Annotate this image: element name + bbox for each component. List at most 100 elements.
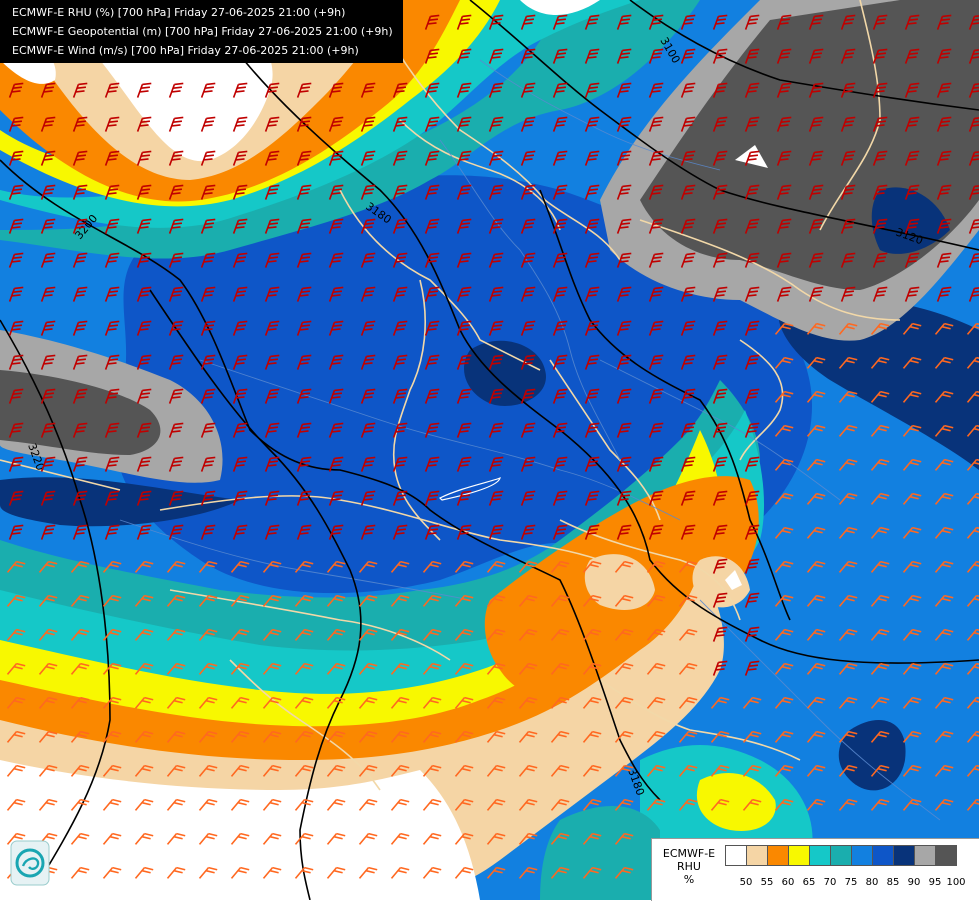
wind-barb: [552, 48, 568, 64]
wind-barb: [648, 184, 664, 200]
wind-barb: [808, 116, 824, 132]
wind-barb: [328, 184, 344, 200]
wind-barb: [744, 456, 760, 472]
wind-barb: [584, 14, 600, 30]
wind-barb: [262, 696, 282, 709]
wind-barb: [230, 832, 250, 845]
wind-barb: [454, 730, 474, 743]
wind-barb: [518, 696, 538, 709]
wind-barb: [134, 560, 154, 573]
wind-barb: [488, 82, 504, 98]
wind-barb: [358, 560, 378, 573]
wind-barb: [264, 524, 280, 540]
wind-barb: [966, 322, 979, 335]
wind-barb: [200, 116, 216, 132]
header-line-geopotential: ECMWF-E Geopotential (m) [700 hPa] Frida…: [12, 25, 393, 38]
wind-barb: [390, 662, 410, 675]
wind-barb: [966, 628, 979, 641]
wind-barb: [264, 184, 280, 200]
wind-barb: [390, 832, 410, 845]
wind-barb: [712, 388, 728, 404]
wind-barb: [70, 696, 90, 709]
wind-barb: [518, 662, 538, 675]
wind-barb: [584, 286, 600, 302]
wind-barb: [584, 456, 600, 472]
wind-barb: [264, 422, 280, 438]
wind-barb: [552, 82, 568, 98]
wind-barb: [870, 730, 890, 743]
wind-barb: [454, 560, 474, 573]
wind-barb: [486, 696, 506, 709]
wind-barb: [8, 422, 24, 438]
wind-barb: [328, 150, 344, 166]
wind-barb: [582, 662, 602, 675]
wind-barb: [102, 628, 122, 641]
wind-barb: [678, 798, 698, 811]
wind-barb: [518, 560, 538, 573]
wind-barb: [648, 320, 664, 336]
wind-barb: [424, 116, 440, 132]
wind-barb: [902, 594, 922, 607]
wind-barb: [136, 116, 152, 132]
wind-barb: [230, 594, 250, 607]
wind-barb: [198, 832, 218, 845]
wind-barb: [678, 764, 698, 777]
wind-barb: [936, 48, 952, 64]
wind-barb: [38, 730, 58, 743]
wind-barb: [296, 388, 312, 404]
wind-barb: [646, 730, 666, 743]
legend-swatch: [788, 845, 810, 866]
wind-barb: [326, 730, 346, 743]
wind-barb: [198, 798, 218, 811]
wind-barb: [616, 490, 632, 506]
wind-barb: [712, 286, 728, 302]
wind-barb: [72, 150, 88, 166]
wind-barb: [486, 764, 506, 777]
wind-barb: [614, 696, 634, 709]
wind-barb: [872, 116, 888, 132]
wind-barb: [200, 320, 216, 336]
wind-barb: [8, 218, 24, 234]
wind-barb: [934, 390, 954, 403]
wind-barb: [136, 354, 152, 370]
wind-barb: [486, 560, 506, 573]
wind-barb: [104, 252, 120, 268]
wind-barb: [326, 628, 346, 641]
wind-barb: [38, 560, 58, 573]
wind-barb: [776, 286, 792, 302]
legend-swatch: [872, 845, 894, 866]
wind-barb: [806, 356, 826, 369]
wind-barb: [168, 320, 184, 336]
wind-barb: [870, 696, 890, 709]
wind-barb: [360, 456, 376, 472]
wind-barb: [550, 594, 570, 607]
wind-barb: [70, 662, 90, 675]
wind-barb: [808, 252, 824, 268]
wind-barb: [200, 490, 216, 506]
wind-barb: [616, 456, 632, 472]
wind-barb: [712, 14, 728, 30]
wind-barb: [680, 354, 696, 370]
wind-barb: [456, 490, 472, 506]
wind-barb: [870, 764, 890, 777]
wind-barb: [134, 696, 154, 709]
wind-barb: [680, 490, 696, 506]
wind-barb: [102, 594, 122, 607]
wind-barb: [742, 730, 762, 743]
wind-barb: [360, 150, 376, 166]
wind-barb: [232, 456, 248, 472]
wind-barb: [104, 116, 120, 132]
wind-barb: [550, 696, 570, 709]
wind-barb: [712, 524, 728, 540]
wind-barb: [520, 150, 536, 166]
wind-barb: [744, 286, 760, 302]
wind-barb: [774, 594, 794, 607]
wind-barb: [744, 116, 760, 132]
wind-barb: [838, 492, 858, 505]
wind-barb: [614, 798, 634, 811]
wind-barb: [40, 82, 56, 98]
wind-barb: [934, 458, 954, 471]
wind-barb: [518, 628, 538, 641]
wind-barb: [232, 422, 248, 438]
wind-barb: [742, 764, 762, 777]
